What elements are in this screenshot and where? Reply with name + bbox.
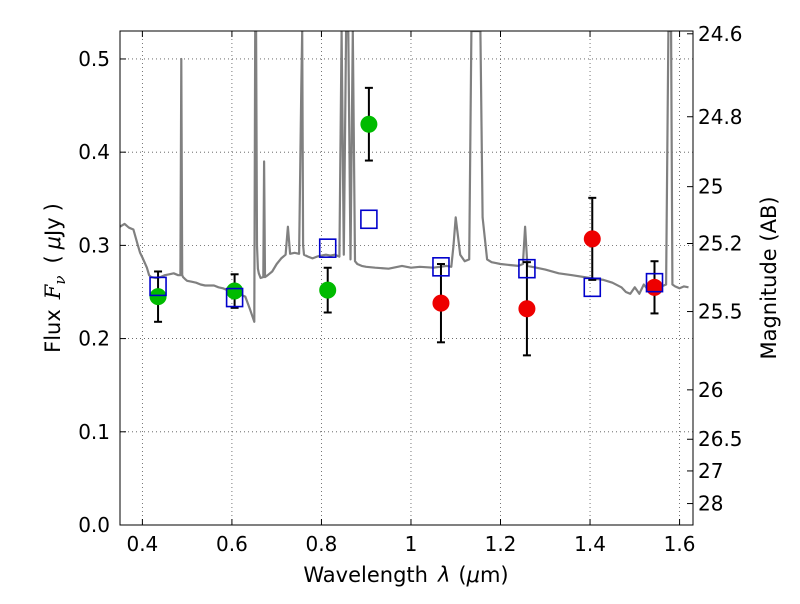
model-flux-square <box>518 258 536 279</box>
flux-point <box>360 115 378 133</box>
model-flux-square <box>225 287 244 308</box>
model-flux-square <box>149 276 167 297</box>
y2-tick-label: 27 <box>698 459 723 483</box>
y2-tick-label: 28 <box>698 492 723 516</box>
model-spectrum-line <box>120 31 689 323</box>
x-axis-title: Wavelength λ (μm) <box>303 563 508 587</box>
y2-tick-label: 24.6 <box>698 22 743 46</box>
y-tick-label: 0.2 <box>78 327 110 351</box>
flux-point <box>149 288 167 306</box>
x-tick-label: 1.6 <box>664 532 696 556</box>
y2-tick-label: 26 <box>698 378 723 402</box>
y-tick-label: 0.4 <box>78 140 110 164</box>
flux-point <box>226 282 244 300</box>
model-flux-square <box>645 272 664 293</box>
y2-axis-title: Magnitude (AB) <box>757 196 781 359</box>
x-tick-label: 0.4 <box>126 532 158 556</box>
flux-point <box>518 300 536 318</box>
y2-tick-label: 25.2 <box>698 232 743 256</box>
y2-tick-label: 25.5 <box>698 300 743 324</box>
x-tick-label: 1.2 <box>485 532 517 556</box>
y2-tick-label: 24.8 <box>698 105 743 129</box>
y2-tick-label: 26.5 <box>698 427 743 451</box>
flux-point <box>432 294 450 312</box>
photometry-markers <box>149 86 664 357</box>
model-flux-square <box>318 238 337 258</box>
flux-point <box>583 230 601 248</box>
y-tick-label: 0.0 <box>78 513 110 537</box>
grid-lines <box>120 31 693 526</box>
model-flux-square <box>432 257 450 277</box>
y-tick-label: 0.5 <box>78 47 110 71</box>
model-flux-square <box>360 209 378 230</box>
x-tick-label: 0.6 <box>216 532 248 556</box>
y-axis-title: FluxFν(μJy) <box>41 203 69 353</box>
x-tick-label: 1 <box>405 532 418 556</box>
model-flux-square <box>583 277 602 298</box>
x-tick-label: 0.8 <box>306 532 338 556</box>
flux-point <box>646 278 664 296</box>
x-tick-label: 1.4 <box>574 532 606 556</box>
y-tick-label: 0.1 <box>78 420 110 444</box>
y-tick-label: 0.3 <box>78 233 110 257</box>
axis-ticks: 0.4 0.6 0.8 1 1.2 1.4 1.6 0.0 0.1 0.2 0.3 0.4 0.5 24.… <box>78 22 742 556</box>
y2-tick-label: 25 <box>698 175 723 199</box>
model-spectrum-layer <box>120 31 689 323</box>
flux-point <box>319 281 337 299</box>
plot-frame <box>119 30 694 526</box>
